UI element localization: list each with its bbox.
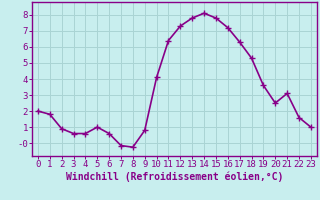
X-axis label: Windchill (Refroidissement éolien,°C): Windchill (Refroidissement éolien,°C) — [66, 172, 283, 182]
